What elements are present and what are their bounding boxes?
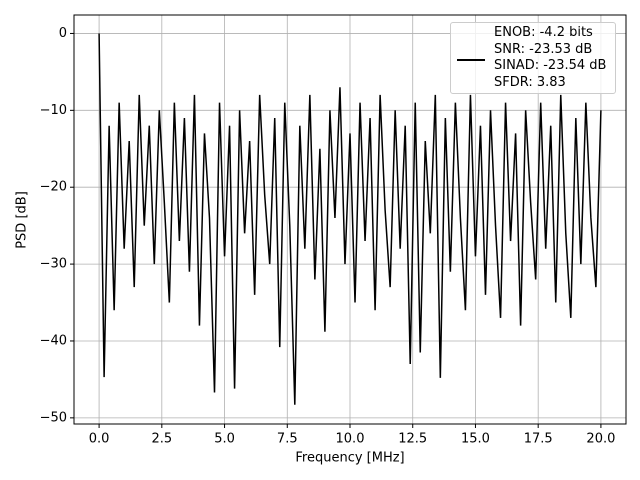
plot-frame [73, 14, 627, 425]
y-tick-label: −20 [40, 180, 67, 195]
x-tick-label: 10.0 [336, 432, 365, 447]
y-tick-label: −30 [40, 257, 67, 272]
x-axis-label: Frequency [MHz] [295, 451, 404, 466]
y-tick-label: 0 [59, 26, 67, 41]
x-tick-label: 5.0 [214, 432, 235, 447]
x-tick-label: 15.0 [461, 432, 490, 447]
y-axis-label: PSD [dB] [15, 191, 30, 249]
x-tick-label: 12.5 [398, 432, 427, 447]
legend-swatch [457, 59, 485, 61]
legend: ENOB: -4.2 bits SNR: -23.53 dB SINAD: -2… [450, 22, 616, 94]
y-tick-label: −50 [40, 410, 67, 425]
x-tick-label: 2.5 [151, 432, 172, 447]
y-tick-label: −10 [40, 103, 67, 118]
data-line [98, 33, 602, 405]
x-tick-label: 0.0 [89, 432, 110, 447]
x-tick-label: 20.0 [586, 432, 615, 447]
x-tick-label: 17.5 [524, 432, 553, 447]
legend-label: ENOB: -4.2 bits SNR: -23.53 dB SINAD: -2… [494, 25, 607, 90]
y-tick-label: −40 [40, 333, 67, 348]
x-tick-label: 7.5 [277, 432, 298, 447]
